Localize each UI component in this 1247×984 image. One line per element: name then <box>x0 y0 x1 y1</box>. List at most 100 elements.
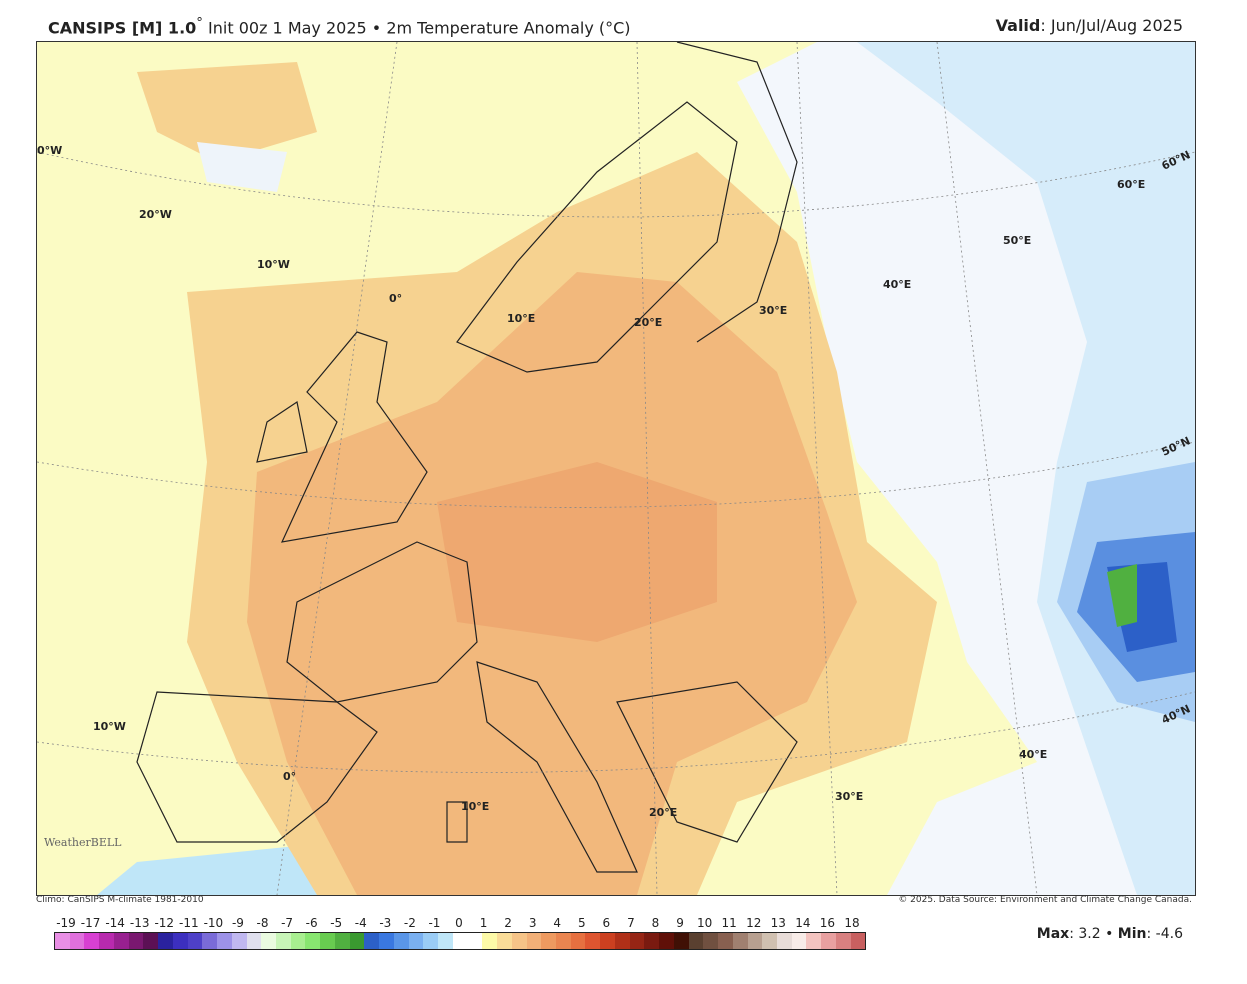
grid-label: 60°E <box>1117 178 1146 191</box>
grid-label: 10°E <box>507 312 536 325</box>
colorbar-swatch <box>423 933 439 949</box>
subtitle: Init 00z 1 May 2025 • 2m Temperature Ano… <box>208 18 631 38</box>
grid-label: 10°E <box>461 800 490 813</box>
colorbar-swatch <box>187 933 203 949</box>
colorbar-tick: 8 <box>651 916 660 930</box>
colorbar-tick: 12 <box>746 916 762 930</box>
colorbar-tick: 5 <box>577 916 586 930</box>
valid-label: Valid <box>995 16 1041 35</box>
valid-value: Jun/Jul/Aug 2025 <box>1050 16 1183 35</box>
colorbar-swatch <box>732 933 748 949</box>
colorbar-swatch <box>349 933 365 949</box>
grid-label: 20°W <box>139 208 172 221</box>
map-fill <box>37 42 1195 895</box>
colorbar-swatch <box>99 933 114 949</box>
colorbar-swatch <box>172 933 188 949</box>
colorbar-tick: 4 <box>553 916 562 930</box>
colorbar-swatch <box>555 933 571 949</box>
colorbar-swatch <box>364 933 380 949</box>
grid-label: 30°E <box>835 790 864 803</box>
colorbar-tick: -17 <box>80 916 101 930</box>
colorbar-tick: -19 <box>56 916 76 930</box>
grid-label: 40°E <box>1019 748 1048 761</box>
colorbar-swatch <box>393 933 409 949</box>
colorbar-tick: 14 <box>795 916 811 930</box>
colorbar-tick: -3 <box>379 916 392 930</box>
colorbar-swatch <box>497 933 512 949</box>
colorbar-swatch <box>231 933 247 949</box>
colorbar-swatch <box>718 933 733 949</box>
degree-sign: ° <box>196 16 203 31</box>
colorbar-swatch <box>673 933 689 949</box>
colorbar-swatch <box>452 933 468 949</box>
colorbar-swatch <box>703 933 719 949</box>
colorbar-tick: -2 <box>403 916 416 930</box>
colorbar-swatch <box>762 933 777 949</box>
colorbar-swatch <box>379 933 394 949</box>
model-name: CANSIPS [M] 1.0 <box>48 18 197 38</box>
min-value: -4.6 <box>1155 926 1183 942</box>
grid-label: 0°W <box>37 144 63 157</box>
colorbar-swatch <box>128 933 144 949</box>
colorbar-swatch <box>659 933 674 949</box>
colorbar-tick: -1 <box>428 916 441 930</box>
colorbar-swatch <box>320 933 335 949</box>
colorbar-swatch <box>747 933 763 949</box>
colorbar-swatch <box>835 933 851 949</box>
grid-label: 40°E <box>883 278 912 291</box>
colorbar-swatch <box>217 933 232 949</box>
grid-label: 10°W <box>257 258 290 271</box>
colorbar-tick: -7 <box>281 916 294 930</box>
colorbar-swatch <box>334 933 350 949</box>
colorbar-tick: -11 <box>179 916 199 930</box>
colorbar-swatch <box>629 933 645 949</box>
colorbar-swatch <box>482 933 498 949</box>
colorbar-tick: 16 <box>819 916 836 930</box>
colorbar-swatch <box>600 933 615 949</box>
colorbar-tick: 7 <box>627 916 635 930</box>
colorbar-swatch <box>570 933 586 949</box>
colorbar-ticks: -19 -17 -14 -13 -12 -11 -10 -9 -8 -7 -6 -5 -4 -3 -2 -1 0… <box>54 916 864 930</box>
colorbar-swatch <box>246 933 262 949</box>
anomaly-map: 0°W 20°W 10°W 0° 10°E 20°E 30°E 40°E 50°… <box>36 41 1196 896</box>
colorbar-swatch <box>688 933 704 949</box>
max-label: Max <box>1036 926 1070 942</box>
data-credit: © 2025. Data Source: Environment and Cli… <box>898 895 1192 905</box>
grid-label: 10°W <box>93 720 126 733</box>
colorbar-tick: 18 <box>844 916 860 930</box>
colorbar-swatch <box>511 933 527 949</box>
map-title: CANSIPS [M] 1.0° Init 00z 1 May 2025 • 2… <box>48 16 631 37</box>
colorbar-swatch <box>438 933 453 949</box>
grid-label: 0° <box>283 770 297 783</box>
colorbar-swatch <box>158 933 173 949</box>
colorbar-tick: 0 <box>455 916 463 930</box>
colorbar-swatch <box>585 933 601 949</box>
colorbar-tick: -10 <box>203 916 224 930</box>
colorbar-swatch <box>791 933 807 949</box>
colorbar-tick: -8 <box>256 916 269 930</box>
colorbar-swatch <box>408 933 424 949</box>
colorbar-swatch <box>143 933 159 949</box>
colorbar-tick: 11 <box>721 916 737 930</box>
grid-label: 0° <box>389 292 403 305</box>
colorbar-tick: -5 <box>330 916 343 930</box>
colorbar-tick: 10 <box>696 916 713 930</box>
colorbar-swatch <box>290 933 306 949</box>
colorbar-tick: 1 <box>479 916 488 930</box>
grid-label: 30°E <box>759 304 788 317</box>
valid-period: Valid: Jun/Jul/Aug 2025 <box>995 16 1183 35</box>
colorbar-tick: -6 <box>305 916 318 930</box>
colorbar-swatch <box>113 933 129 949</box>
colorbar-swatch <box>69 933 85 949</box>
weatherbell-logo: WeatherBELL <box>44 836 122 849</box>
colorbar-tick: 13 <box>770 916 786 930</box>
colorbar-tick: -4 <box>354 916 367 930</box>
colorbar-tick: 2 <box>504 916 512 930</box>
colorbar-swatch <box>806 933 822 949</box>
grid-label: 20°E <box>634 316 663 329</box>
climo-note: Climo: CanSIPS M-climate 1981-2010 <box>36 895 204 905</box>
colorbar-swatch <box>55 933 70 949</box>
grid-label: 50°E <box>1003 234 1032 247</box>
colorbar-swatch <box>614 933 630 949</box>
colorbar-tick: -12 <box>154 916 175 930</box>
